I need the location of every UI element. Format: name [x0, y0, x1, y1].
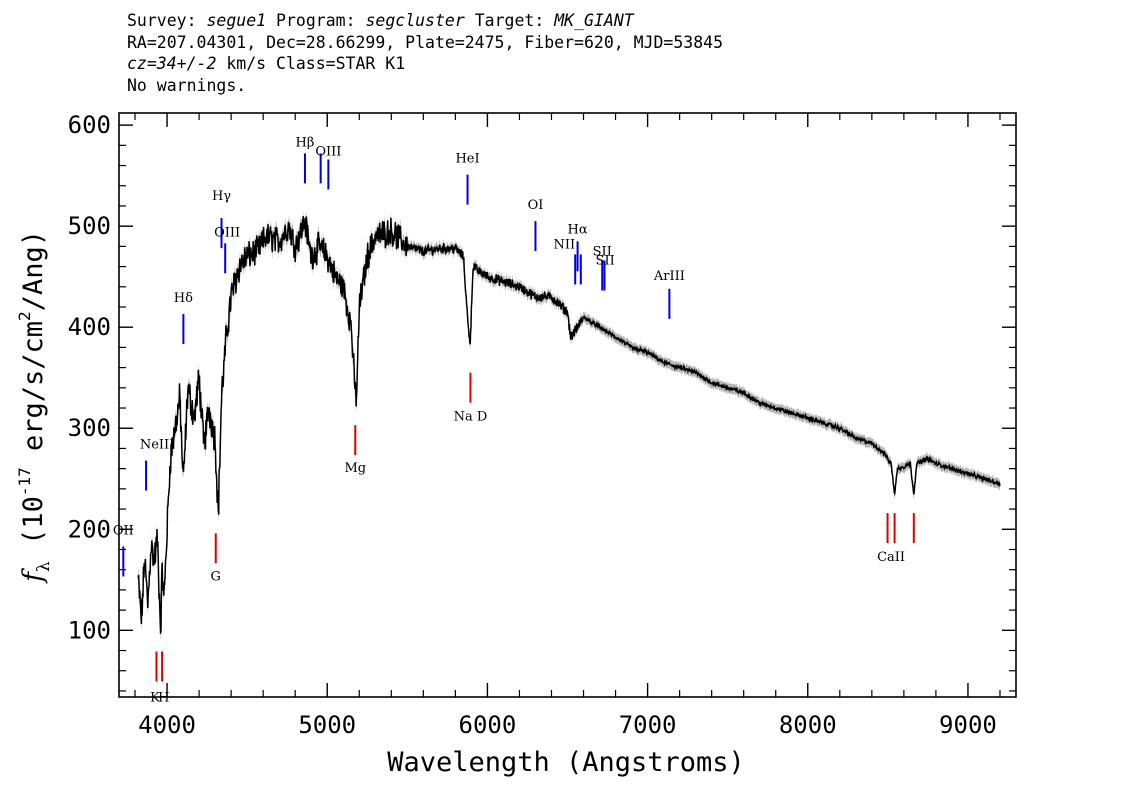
spectral-line-label: Mg: [344, 461, 366, 476]
spectrum-header: Survey: segue1 Program: segcluster Targe…: [127, 10, 723, 96]
redshift-value: cz=34+/-2: [127, 54, 217, 73]
spectrum-line: [137, 216, 1001, 634]
y-tick-label: 200: [68, 515, 111, 543]
spectral-line-label: Hβ: [296, 135, 315, 150]
survey-label: Survey:: [127, 11, 197, 30]
spectral-line-label: H: [158, 691, 169, 706]
class-text: km/s Class=STAR K1: [216, 54, 406, 73]
x-tick-label: 6000: [459, 711, 517, 739]
spectral-line-label: NeIII: [140, 438, 174, 453]
header-line-1: Survey: segue1 Program: segcluster Targe…: [127, 10, 723, 32]
header-line-2: RA=207.04301, Dec=28.66299, Plate=2475, …: [127, 32, 724, 52]
x-tick-label: 7000: [619, 711, 677, 739]
spectral-line-label: Hγ: [212, 189, 231, 204]
spectral-line-label: SII: [596, 254, 615, 269]
program-label: Program:: [276, 11, 356, 30]
y-tick-label: 300: [68, 414, 111, 442]
spectral-line-label: Na D: [454, 410, 488, 425]
y-tick-label: 500: [68, 212, 111, 240]
y-tick-label: 600: [68, 111, 111, 139]
error-band: [138, 209, 1000, 641]
y-tick-label: 400: [68, 313, 111, 341]
spectral-line-label: SII: [593, 245, 612, 260]
spectral-line-label: Hδ: [174, 291, 193, 306]
x-tick-label: 4000: [138, 711, 196, 739]
spectral-line-label: HeI: [455, 152, 479, 167]
spectral-line-label: OIII: [315, 144, 341, 159]
spectral-line-label: NII: [553, 237, 575, 252]
survey-value: segue1: [206, 11, 267, 30]
x-tick-label: 5000: [298, 711, 356, 739]
spectral-line-label: OI: [528, 198, 544, 213]
header-line-4: No warnings.: [127, 75, 247, 95]
target-label: Target:: [474, 11, 545, 30]
x-tick-label: 9000: [939, 711, 997, 739]
program-value: segcluster: [365, 11, 465, 30]
spectral-line-label: G: [211, 569, 221, 584]
spectral-line-label: ArIII: [653, 269, 685, 284]
header-line-3: cz=34+/-2 km/s Class=STAR K1: [127, 53, 723, 75]
error-band-area: [138, 209, 1000, 641]
spectrum-series: [137, 216, 1001, 634]
x-tick-label: 8000: [779, 711, 837, 739]
spectral-line-label: OII: [113, 523, 134, 538]
y-axis-title: fλ (10-17 erg/s/cm2/Ang): [15, 230, 54, 584]
plot-frame: [118, 112, 1017, 698]
spectral-line-label: CaII: [877, 550, 905, 565]
target-value: MK_GIANT: [554, 11, 634, 30]
x-axis-title: Wavelength (Angstroms): [387, 747, 745, 778]
spectral-line-label: Hα: [568, 222, 588, 237]
x-axis-ticks: 4000 5000 6000 7000 8000 9000: [134, 113, 1001, 739]
spectral-line-label: OIII: [214, 225, 240, 240]
y-axis-ticks: 100 200 300 400 500 600: [68, 111, 1016, 692]
y-tick-label: 100: [68, 616, 111, 644]
spectral-line-label: K: [150, 691, 160, 706]
